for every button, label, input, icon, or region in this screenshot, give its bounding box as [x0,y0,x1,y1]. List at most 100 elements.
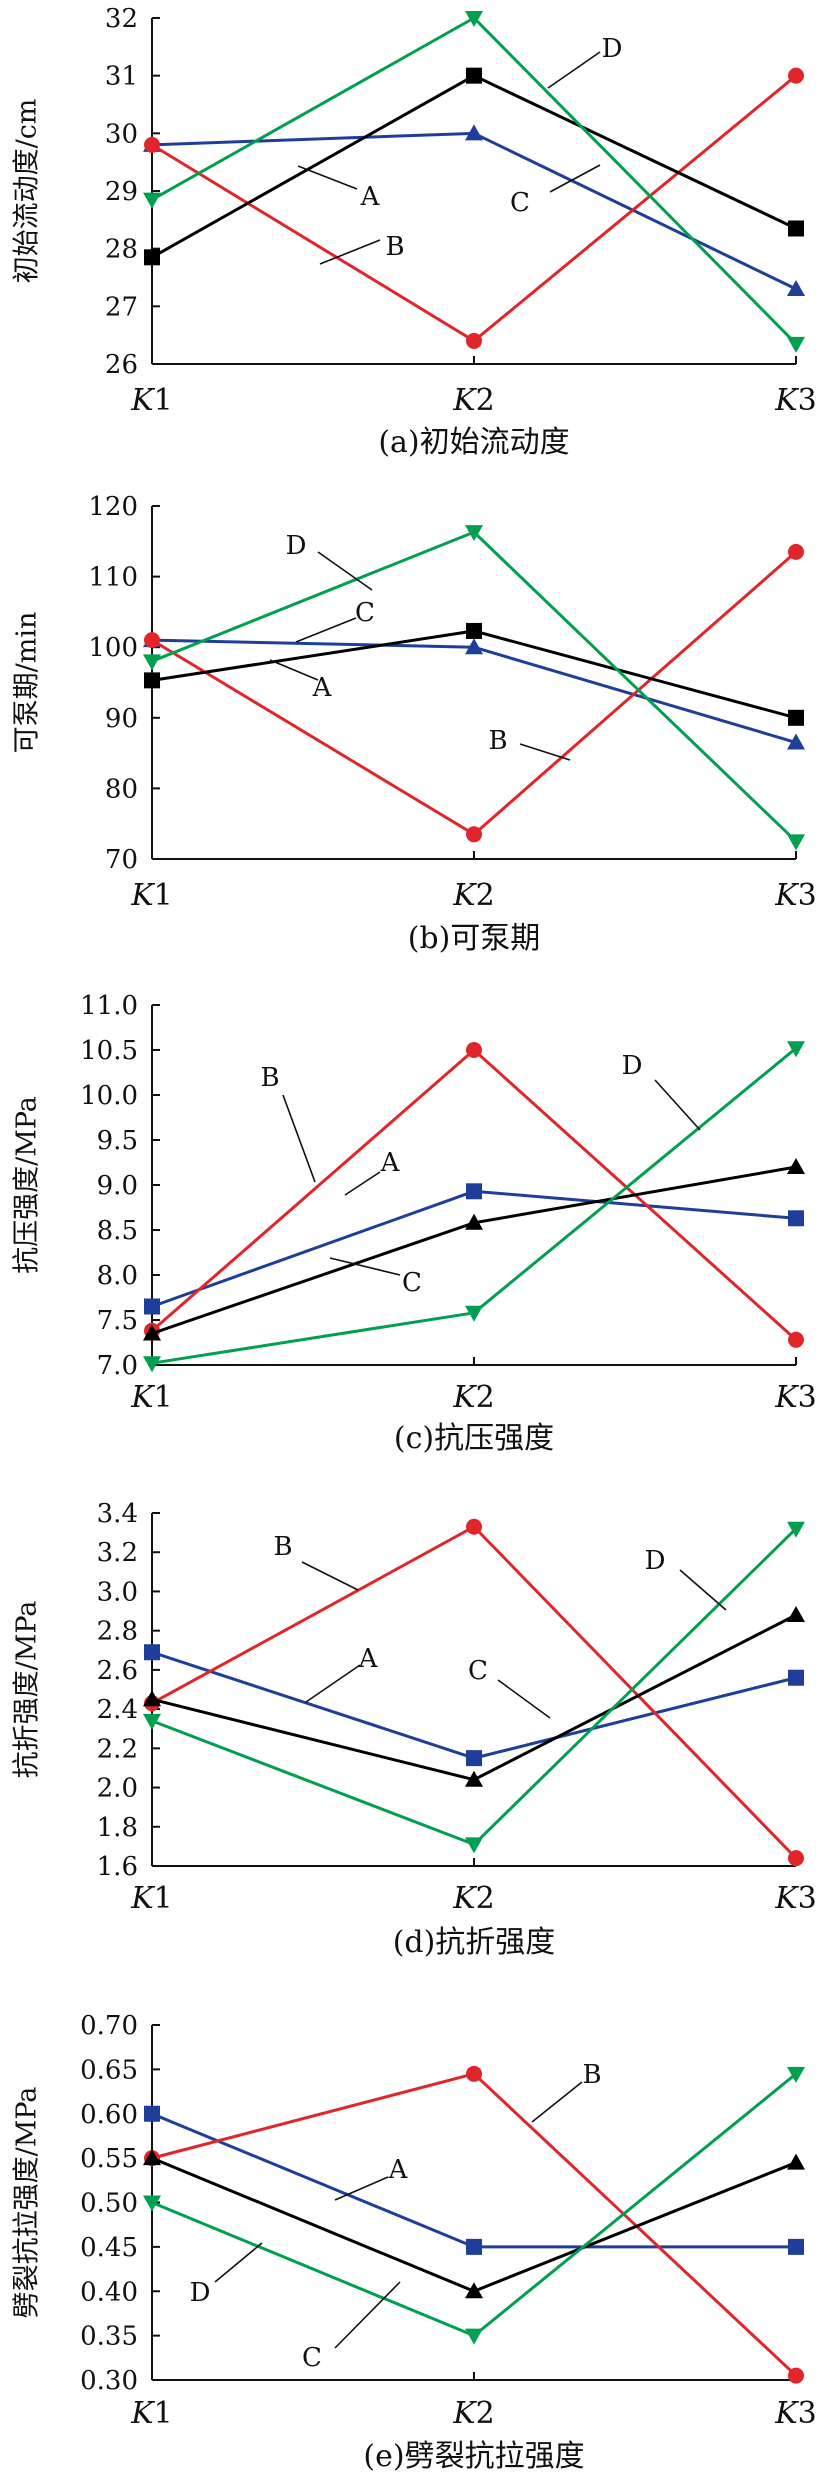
x-category-label: K1 [130,878,173,913]
y-tick-label: 26 [105,350,138,380]
x-category-label: K3 [774,878,817,913]
data-point-a [466,1183,482,1200]
y-tick-label: 3.2 [97,1538,138,1568]
annotation-leader [317,551,373,591]
y-tick-label: 1.8 [97,1813,138,1843]
x-category-label: K1 [130,1881,173,1916]
annotation-label-b: B [260,1063,279,1093]
data-point-d [143,1713,161,1730]
data-point-d [465,1305,483,1322]
annotation-leader [519,743,571,761]
y-tick-label: 10.0 [80,1081,138,1111]
data-point-b [788,1331,804,1348]
chart-panel-a: 26 27 28 29 30 31 32 K1 K2 K3 初始流动度/cm (a)初始流动度 AB C D [12,4,817,460]
y-tick-label: 120 [88,492,138,522]
y-tick-label: 110 [88,563,138,593]
series-line-a [151,1189,797,1308]
annotation-leader [214,2242,263,2283]
data-point-d [143,1356,161,1373]
x-category-label: K3 [774,1881,817,1916]
y-tick-label: 32 [105,4,138,34]
annotation-label-b: B [385,232,404,262]
y-tick-label: 100 [88,633,138,663]
y-axis-label: 可泵期/min [12,612,43,754]
data-point-b [466,1518,482,1535]
annotation-leader [295,617,357,643]
y-tick-label: 27 [105,292,138,322]
data-point-a [787,733,805,750]
x-category-label: K2 [452,1881,495,1916]
series-line-d [151,1527,798,1847]
chart-caption: (c)抗压强度 [394,1421,554,1456]
y-tick-label: 1.6 [97,1852,138,1882]
y-tick-label: 29 [105,177,138,207]
annotation-label-a: A [358,1644,379,1674]
x-category-label: K1 [130,383,173,418]
y-tick-label: 3.0 [97,1577,138,1607]
data-point-c [143,1690,161,1707]
chart-panel-d: 1.6 1.8 2.0 2.2 2.4 2.6 2.8 3.0 3.2 3.4 K1 K2 K3 抗折强度… [12,1499,817,1960]
annotation-leader [282,1094,316,1183]
y-tick-label: 0.35 [80,2322,138,2352]
annotation-label-d: D [602,34,623,64]
data-point-d [787,1521,805,1538]
x-category-label: K2 [452,383,495,418]
annotation-label-d: D [622,1051,643,1081]
data-point-c [143,1324,161,1341]
y-tick-label: 9.5 [97,1126,138,1156]
data-point-b [466,2065,482,2082]
annotation-leader [319,239,381,265]
data-point-b [466,1042,482,1058]
annotation-label-c: C [468,1656,488,1686]
y-tick-label: 2.8 [97,1617,138,1647]
data-point-a [788,1210,804,1227]
y-tick-label: 0.30 [80,2366,138,2396]
annotation-label-c: C [510,188,530,218]
x-category-label: K3 [774,1380,817,1415]
data-point-d [143,2195,161,2212]
data-point-c [788,220,804,237]
annotation-label-a: A [360,182,381,212]
annotation-leader [305,1664,361,1703]
y-tick-label: 0.40 [80,2277,138,2307]
y-axis-label: 劈裂抗拉强度/MPa [12,2087,43,2319]
data-point-a [465,638,483,655]
annotation-label-b: B [488,726,507,756]
x-category-label: K3 [774,383,817,418]
chart-panel-c: 7.0 7.5 8.0 8.5 9.0 9.5 10.0 10.5 11.0 K1 K2 K3 抗压强度… [12,991,817,1456]
y-tick-label: 28 [105,235,138,265]
annotation-leader [654,1079,701,1131]
annotation-leader [497,1679,551,1719]
y-tick-label: 0.55 [80,2144,138,2174]
y-tick-label: 2.4 [97,1695,138,1725]
data-point-c [466,622,482,639]
data-point-d [465,1837,483,1854]
data-point-d [787,2066,805,2083]
series-line-b [151,74,797,343]
data-point-a [466,1750,482,1767]
data-point-a [787,280,805,297]
x-category-label: K1 [130,2396,173,2431]
data-point-d [465,2328,483,2345]
chart-caption: (e)劈裂抗拉强度 [363,2439,584,2474]
y-tick-label: 11.0 [80,991,138,1021]
y-tick-label: 0.45 [80,2233,138,2263]
y-tick-label: 9.0 [97,1171,138,1201]
y-tick-label: 8.0 [97,1261,138,1291]
data-point-c [787,2153,805,2170]
annotation-label-c: C [302,2343,322,2373]
data-point-c [466,67,482,84]
y-tick-label: 70 [105,845,138,875]
y-tick-label: 80 [105,774,138,804]
annotation-leader [531,2081,583,2123]
x-category-label: K2 [452,2396,495,2431]
y-tick-label: 3.4 [97,1499,138,1529]
annotation-label-a: A [312,673,333,703]
annotation-label-d: D [645,1546,666,1576]
data-point-b [788,67,804,84]
data-point-c [787,1605,805,1622]
y-tick-label: 0.70 [80,2011,138,2041]
annotation-leader [329,1257,401,1276]
annotation-label-c: C [355,598,375,628]
